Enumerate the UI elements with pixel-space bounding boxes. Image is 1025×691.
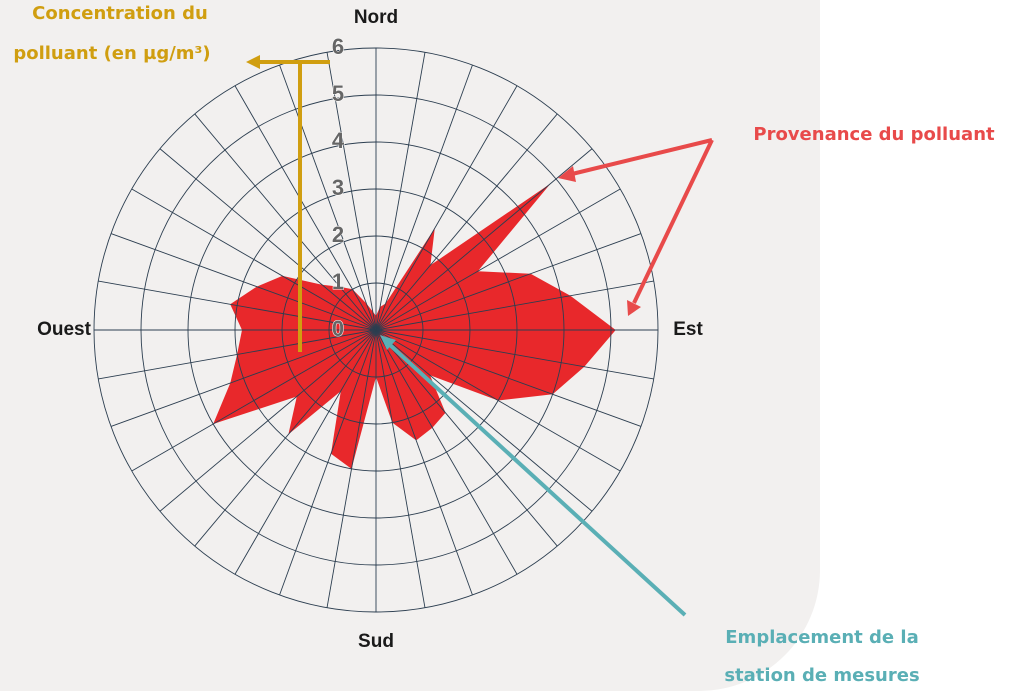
spoke (194, 113, 377, 331)
spoke (279, 329, 377, 596)
spoke (234, 85, 377, 331)
spoke (375, 52, 426, 331)
direction-label: Ouest (37, 319, 92, 340)
r-tick-label: 5 (332, 81, 344, 106)
direction-label: Sud (358, 631, 394, 652)
arrow-head (627, 300, 641, 316)
spoke (375, 329, 593, 512)
spoke (375, 329, 654, 380)
spoke (375, 329, 473, 596)
annotation: Provenance du polluant (753, 124, 995, 145)
arrow-head (558, 166, 576, 182)
spoke (375, 329, 642, 427)
spoke (131, 188, 377, 331)
spoke (326, 52, 377, 331)
spoke (234, 329, 377, 575)
arrows (246, 55, 714, 617)
arrow-head (246, 55, 260, 69)
spoke (375, 329, 621, 472)
spoke (110, 233, 377, 331)
direction-label: Nord (354, 7, 398, 28)
annotation: polluant (en µg/m³) (13, 43, 210, 64)
spoke (375, 148, 593, 331)
spoke (98, 280, 377, 331)
spoke (375, 188, 621, 331)
spoke (131, 329, 377, 472)
spoke (159, 148, 377, 331)
spoke (375, 113, 558, 331)
r-tick-label: 6 (332, 34, 344, 59)
spoke (279, 64, 377, 331)
spoke (159, 329, 377, 512)
spoke (375, 329, 558, 547)
spoke (375, 233, 642, 331)
spoke (375, 64, 473, 331)
spoke (194, 329, 377, 547)
arrow-head (380, 335, 396, 350)
annotation: station de mesures (724, 665, 919, 686)
spoke (375, 329, 426, 608)
plot: Nord Est Sud Ouest 0 1 2 3 4 5 6 (37, 7, 703, 652)
annotation: Emplacement de la (725, 627, 918, 648)
spoke (375, 329, 518, 575)
r-tick-label: 2 (332, 222, 344, 247)
spoke (98, 329, 377, 380)
direction-label: Est (673, 319, 703, 340)
provenance-arrow (632, 139, 714, 304)
spoke (326, 329, 377, 608)
r-tick-label: 4 (332, 128, 345, 153)
data-area (213, 183, 616, 469)
spoke (375, 85, 518, 331)
spoke (110, 329, 377, 427)
annotation: Concentration du (32, 3, 208, 24)
spoke (375, 280, 654, 331)
provenance-arrow (571, 138, 713, 176)
r-tick-label: 1 (332, 269, 344, 294)
r-tick-label: 0 (332, 316, 344, 341)
station-arrow (388, 343, 687, 617)
r-tick-label: 3 (332, 175, 344, 200)
